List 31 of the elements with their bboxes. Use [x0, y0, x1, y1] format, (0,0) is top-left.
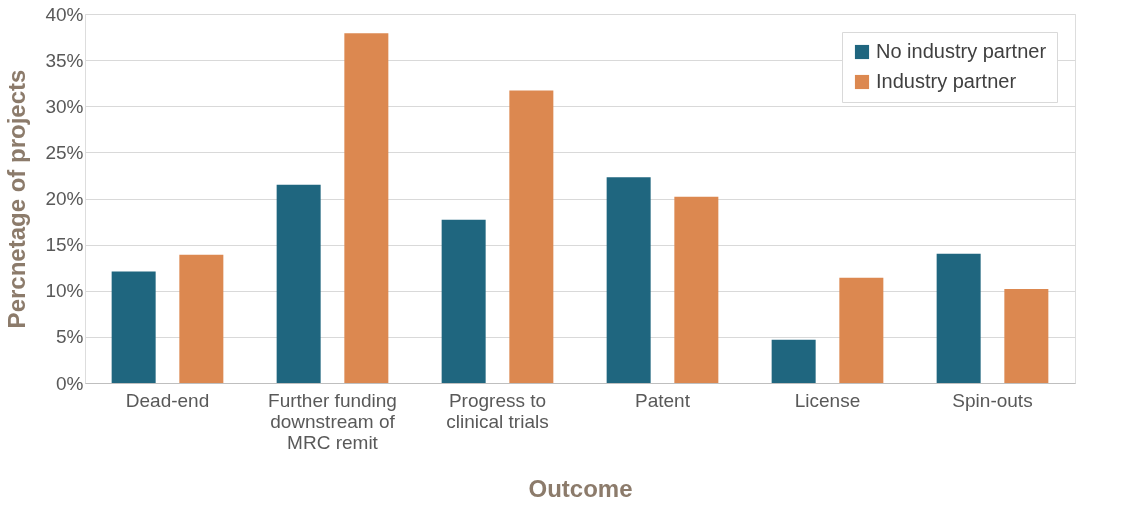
x-axis-title: Outcome — [528, 474, 633, 502]
bar — [936, 253, 981, 383]
bar — [276, 184, 321, 383]
bar — [674, 196, 719, 383]
legend-label: No industry partner — [876, 40, 1047, 62]
bar — [1004, 288, 1049, 383]
bar — [509, 90, 554, 383]
x-tick-label: Patent — [635, 389, 691, 411]
y-tick-label: 5% — [56, 326, 84, 348]
y-tick-label: 25% — [45, 141, 84, 163]
y-tick-label: 15% — [45, 234, 84, 256]
bar — [111, 271, 156, 383]
bar — [179, 254, 224, 383]
bar — [606, 177, 651, 383]
bar — [771, 339, 816, 383]
x-tick-label: Dead-end — [125, 389, 210, 411]
x-tick-label: Progress to clinical trials — [446, 389, 549, 432]
y-tick-label: 40% — [45, 3, 84, 25]
x-tick-label: Further funding downstream of MRC remit — [268, 389, 397, 453]
x-tick-label: License — [794, 389, 861, 411]
y-tick-label: 30% — [45, 95, 84, 117]
y-axis-title: Percnetage of projects — [3, 69, 31, 329]
y-tick-label: 35% — [45, 49, 84, 71]
bar — [839, 277, 884, 383]
y-tick-label: 10% — [45, 280, 84, 302]
bar — [441, 219, 486, 383]
bar — [344, 33, 389, 383]
x-tick-label: Spin-outs — [952, 389, 1033, 411]
y-tick-label: 20% — [45, 188, 84, 209]
legend-label: Industry partner — [876, 70, 1017, 92]
y-tick-label: 0% — [56, 372, 84, 394]
